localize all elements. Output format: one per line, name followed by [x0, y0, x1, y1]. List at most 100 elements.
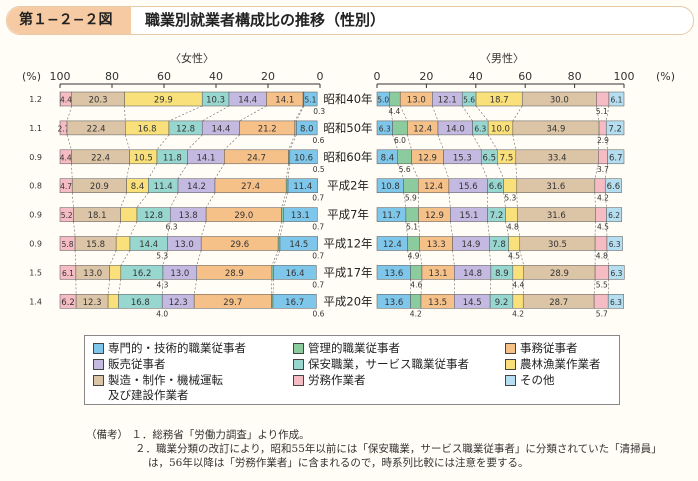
male-bar-value: 10.8	[381, 182, 400, 192]
male-bar-segment	[403, 178, 419, 193]
female-connector	[136, 192, 149, 208]
male-bar-value: 31.6	[547, 211, 566, 221]
male-unit-label: (%)	[656, 70, 675, 83]
male-bar-segment	[606, 236, 623, 251]
male-bar-value: 7.5	[500, 153, 514, 163]
female-connector	[167, 221, 171, 237]
male-connector	[443, 163, 450, 179]
male-connector	[508, 250, 514, 266]
female-outer-label: 0.8	[29, 182, 42, 191]
male-below-label: 4.2	[512, 309, 524, 318]
female-connector	[239, 105, 267, 122]
male-bar-value: 13.0	[407, 96, 426, 106]
note-2: ２．職業分類の改訂により，昭和55年以前には「保安職業，サービス職業従事者」に分…	[135, 443, 662, 455]
female-bar-value: 12.3	[83, 298, 102, 308]
figure-title: 職業別就業者構成比の推移（性別）	[145, 11, 386, 29]
female-outer-label: 1.4	[29, 297, 42, 306]
female-bar-segment	[107, 294, 119, 309]
female-connector	[71, 192, 74, 208]
male-below-label: 5.1	[596, 107, 608, 116]
male-bar-value: 13.6	[384, 269, 403, 279]
female-bar-value: 16.2	[132, 269, 151, 279]
male-bar-segment	[410, 265, 423, 280]
female-bar-value: 12.3	[169, 298, 188, 308]
female-connector	[120, 250, 131, 266]
male-bar-segment	[607, 149, 625, 165]
male-connector	[419, 250, 423, 266]
male-connector	[596, 105, 600, 121]
female-tick-label: 20	[261, 70, 275, 83]
female-connector	[196, 250, 202, 266]
female-connector	[71, 163, 73, 179]
female-tick-label: 80	[105, 70, 119, 83]
male-bar-segment	[598, 120, 607, 136]
male-bar-segment	[596, 91, 610, 107]
female-connector	[168, 105, 203, 122]
note-3: は，56年以降は「労務作業者」に含まれるので，時系列比較には注意を要する。	[148, 457, 529, 469]
female-bar-value: 29.6	[230, 240, 249, 250]
male-bar-value: 6.3	[610, 269, 622, 278]
female-bar-value: 11.4	[293, 182, 312, 192]
male-connector	[389, 105, 393, 121]
male-below-label: 3.7	[597, 165, 609, 174]
female-connector	[107, 279, 110, 295]
male-connector	[432, 105, 439, 122]
female-bar-value: 13.0	[175, 240, 194, 250]
female-connector	[285, 163, 289, 179]
male-connector	[489, 279, 492, 295]
female-outer-label: 0.9	[29, 153, 42, 162]
female-bar-segment	[283, 207, 318, 222]
legend-swatch	[505, 375, 516, 386]
male-bar-segment	[512, 265, 524, 280]
female-outer-label: 1.1	[29, 124, 42, 133]
male-below-label: 4.5	[508, 252, 520, 261]
male-bar-value: 6.3	[379, 124, 391, 133]
female-connector	[214, 163, 225, 179]
male-bar-value: 6.6	[489, 182, 503, 192]
male-panel-label: 〈男性〉	[480, 51, 524, 65]
legend-swatch	[293, 359, 304, 370]
legend-swatch	[293, 343, 304, 354]
male-bar-value: 6.3	[474, 124, 486, 133]
legend-label: 保安職業，サービス職業従事者	[308, 357, 469, 371]
female-bar-segment	[281, 207, 284, 222]
male-connector	[604, 192, 607, 208]
title-bar: 第１−２−２図 職業別就業者構成比の推移（性別）	[6, 6, 694, 35]
female-bar-value: 16.8	[131, 298, 150, 308]
male-below-label: 5.7	[596, 309, 608, 318]
male-connector	[392, 134, 399, 150]
male-bar-segment	[595, 207, 607, 222]
legend-swatch	[505, 343, 516, 354]
female-below-label: 0.7	[312, 252, 324, 261]
male-bar-value: 5.6	[463, 96, 475, 105]
female-bar-segment	[277, 236, 281, 251]
male-bar-value: 9.2	[495, 298, 509, 308]
female-connector	[283, 192, 289, 208]
female-bar-value: 11.8	[163, 153, 182, 163]
male-bar-segment	[512, 294, 524, 309]
male-tick-label: 80	[568, 70, 582, 83]
male-connector	[512, 134, 517, 150]
male-bar-value: 14.9	[462, 240, 481, 250]
male-bar-value: 30.0	[550, 96, 569, 106]
male-below-label: 4.8	[596, 252, 608, 261]
male-below-label: 4.5	[597, 223, 609, 232]
male-bar-value: 7.8	[492, 240, 506, 250]
female-connector	[124, 134, 130, 150]
female-bar-segment	[289, 149, 318, 165]
female-connector	[289, 134, 297, 150]
female-bar-segment	[109, 265, 122, 280]
male-connector	[593, 279, 596, 295]
male-bar-value: 12.4	[413, 124, 432, 134]
female-bar-value: 10.5	[134, 153, 153, 163]
male-connector	[598, 134, 600, 150]
female-connector	[277, 221, 282, 237]
male-bar-value: 8.4	[381, 153, 395, 163]
male-connector	[450, 221, 453, 237]
female-bar-segment	[273, 265, 317, 280]
male-tick-label: 0	[374, 70, 381, 83]
male-connector	[605, 134, 608, 150]
male-bar-value: 18.7	[490, 96, 509, 106]
male-tick-label: 20	[419, 70, 433, 83]
male-tick-label: 40	[469, 70, 483, 83]
